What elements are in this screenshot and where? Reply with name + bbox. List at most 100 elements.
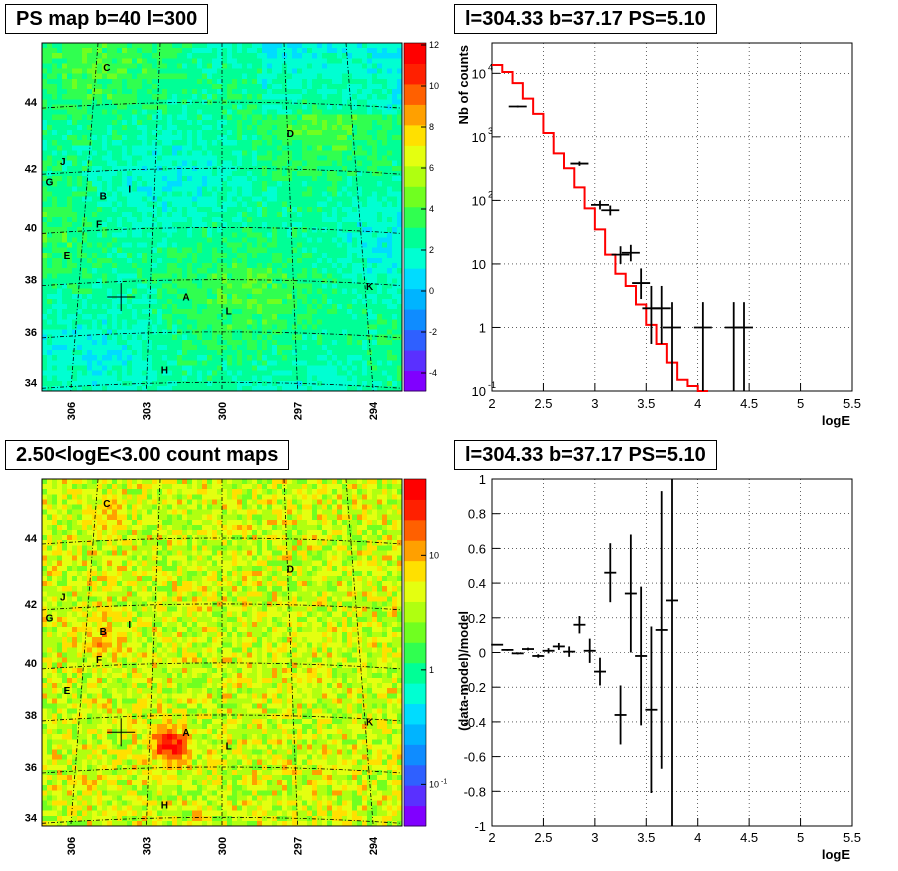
lat-tick-label: 36 [25,762,37,774]
colorbar-step [404,581,426,602]
colorbar-step [404,350,426,372]
colorbar-step [404,519,426,541]
x-tick-label: 5.5 [843,396,861,411]
colorbar-step [404,601,426,623]
graticule-lat [41,227,403,234]
source-label: F [96,655,102,666]
graticule-lat [41,603,403,611]
source-label: D [287,565,294,576]
source-label: F [96,219,102,230]
y-tick-label: 0 [479,646,486,661]
y-tick-exponent: 3 [488,126,493,136]
source-label: B [100,192,107,203]
colorbar-step [404,63,426,85]
colorbar-step [404,764,426,786]
graticule-lon [146,42,161,392]
y-tick-label: 1 [479,472,486,487]
x-tick-label: 3.5 [637,396,655,411]
lat-tick-label: 36 [25,327,37,339]
lon-tick-label: 297 [293,837,305,855]
source-label: C [103,499,110,510]
lat-tick-label: 38 [25,275,37,287]
x-tick-label: 2 [488,830,495,845]
y-axis-label: (data-model)/model [456,611,471,731]
colorbar-step [404,703,426,725]
colorbar-label: 0 [429,286,434,296]
lat-tick-label: 44 [25,533,38,545]
x-tick-label: 3 [591,396,598,411]
source-label: I [128,620,131,631]
graticule-lon [345,42,374,392]
colorbar-step [404,124,426,146]
source-label: G [46,178,54,189]
lon-tick-label: 297 [293,402,305,420]
lon-tick-label: 306 [66,837,78,855]
colorbar-step [404,785,426,807]
colorbar-step [404,165,426,187]
y-tick-label: -0.4 [464,715,486,730]
source-label: E [64,686,71,697]
colorbar-label: 10 [429,81,439,91]
residual-panel: 2 2.5 3 3.5 4 4.5 5 5.5 -1 -0.8 -0.6 -0.4 -0.2 0 0.2 0.… [456,472,861,862]
colorbar-step [404,288,426,310]
y-tick-label: 10 [472,257,486,272]
source-label: K [366,282,374,293]
x-tick-label: 2.5 [534,396,552,411]
source-label: A [182,293,189,304]
colorbar-step [404,662,426,684]
lat-tick-label: 40 [25,658,37,670]
source-label: J [60,592,66,603]
graticule-lat [41,167,403,175]
colorbar-step [404,540,426,562]
source-label: A [182,728,189,739]
spectrum-title: l=304.33 b=37.17 PS=5.10 [454,4,717,34]
colorbar-step [404,805,426,827]
y-tick-label: 1 [479,320,486,335]
graticule-lon [345,478,374,827]
colorbar-step [404,309,426,331]
lat-tick-label: 34 [25,812,38,824]
graticule-lat [41,101,403,109]
colorbar-frame [403,478,427,827]
x-tick-label: 2 [488,396,495,411]
source-label: E [64,251,71,262]
x-tick-label: 4.5 [740,396,758,411]
lon-tick-label: 306 [66,402,78,420]
source-label: J [60,157,66,168]
colorbar-label: 12 [429,40,439,50]
colorbar-step [404,370,426,392]
colorbar-step [404,145,426,167]
source-label: L [226,306,232,317]
colorbar-step [404,329,426,351]
colorbar-step [404,104,426,126]
graticule-lon [70,478,99,827]
lat-tick-label: 34 [25,377,38,389]
y-axis-label: Nb of counts [456,45,471,124]
colorbar-step [404,723,426,745]
colorbar-step [404,499,426,521]
y-tick-label: 10 [472,384,486,399]
colorbar-label: 8 [429,122,434,132]
x-tick-label: 4 [694,396,701,411]
lat-tick-label: 38 [25,710,37,722]
colorbar-step [404,683,426,705]
lat-tick-label: 42 [25,599,37,611]
colorbar-step [404,83,426,105]
lon-tick-label: 294 [368,836,380,855]
count-map-title: 2.50<logE<3.00 count maps [5,440,290,470]
y-tick-exponent: -1 [488,380,496,390]
graticule-lon [146,478,161,827]
colorbar-step [404,227,426,249]
graticule-lon [70,42,99,392]
x-tick-label: 4.5 [740,830,758,845]
y-tick-exponent: 2 [488,189,493,199]
y-tick-label: -0.6 [464,750,486,765]
x-tick-label: 5 [797,830,804,845]
residual-title: l=304.33 b=37.17 PS=5.10 [454,440,717,470]
lat-tick-label: 40 [25,222,37,234]
y-tick-label: 10 [472,130,486,145]
source-label: I [128,185,131,196]
